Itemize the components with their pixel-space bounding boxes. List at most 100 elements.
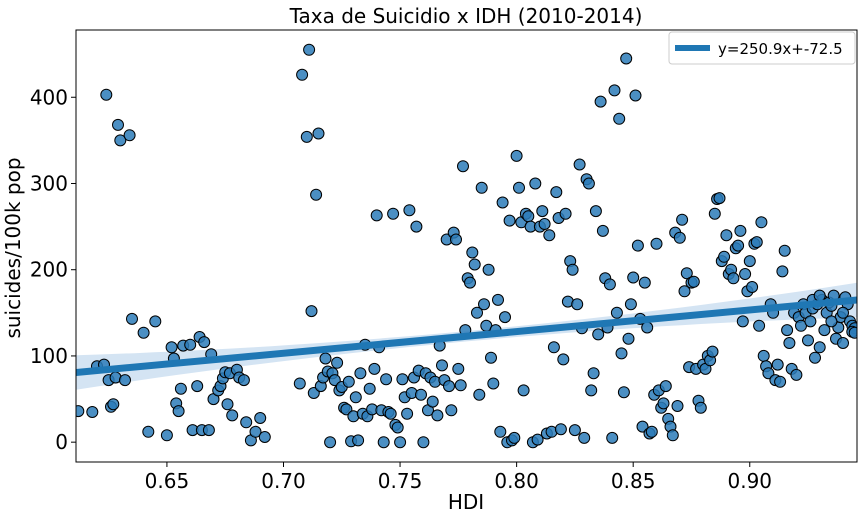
data-point xyxy=(478,298,490,311)
y-tick-label: 400 xyxy=(30,85,68,109)
data-point xyxy=(464,276,476,289)
data-point xyxy=(494,425,507,438)
data-point xyxy=(496,196,509,209)
data-point xyxy=(387,207,400,220)
x-tick-label: 0.75 xyxy=(378,469,423,493)
chart-title: Taxa de Suicidio x IDH (2010-2014) xyxy=(289,4,643,28)
data-point xyxy=(517,384,530,397)
data-point xyxy=(457,160,469,173)
data-point xyxy=(557,353,570,366)
data-point xyxy=(671,400,684,412)
data-point xyxy=(676,213,689,226)
x-tick-label: 0.85 xyxy=(611,469,656,493)
data-point xyxy=(615,347,628,360)
data-point xyxy=(536,205,549,218)
data-point xyxy=(617,386,630,399)
data-point xyxy=(755,216,768,229)
data-point xyxy=(114,134,127,147)
data-point xyxy=(753,319,766,332)
data-point xyxy=(417,436,430,449)
data-point xyxy=(450,233,462,246)
data-point xyxy=(622,332,635,345)
data-point xyxy=(587,367,600,380)
data-point xyxy=(666,429,679,442)
data-point xyxy=(543,229,556,242)
data-point xyxy=(368,362,381,375)
data-point xyxy=(86,406,99,418)
data-point xyxy=(732,239,745,252)
legend-box xyxy=(668,31,856,65)
data-point xyxy=(384,407,397,420)
data-point xyxy=(573,158,586,171)
data-point xyxy=(149,315,162,328)
data-point xyxy=(377,436,390,449)
data-point xyxy=(123,129,136,142)
data-point xyxy=(310,188,323,201)
data-point xyxy=(319,352,332,365)
data-point xyxy=(610,306,623,319)
data-point xyxy=(659,380,672,393)
y-axis-label: suicides/100k pop xyxy=(1,157,25,338)
data-point xyxy=(718,250,731,263)
data-point xyxy=(184,338,197,351)
x-tick-label: 0.65 xyxy=(145,469,190,493)
data-point xyxy=(837,337,849,349)
plot-frame xyxy=(75,29,858,463)
data-point xyxy=(487,377,500,390)
data-point xyxy=(436,359,448,372)
y-tick-label: 200 xyxy=(30,258,68,282)
data-point xyxy=(603,278,616,291)
data-point xyxy=(739,268,752,280)
data-point xyxy=(363,382,376,395)
data-point xyxy=(426,395,439,408)
data-point xyxy=(119,374,131,387)
data-point xyxy=(394,436,407,449)
data-point xyxy=(296,68,309,81)
data-point xyxy=(401,407,414,420)
data-point xyxy=(538,218,551,230)
data-point xyxy=(445,404,458,417)
data-point xyxy=(620,52,633,65)
data-point xyxy=(547,341,560,354)
data-point xyxy=(804,315,817,328)
data-point xyxy=(589,205,602,218)
data-point xyxy=(750,236,763,249)
data-point xyxy=(482,263,495,276)
data-point xyxy=(240,416,253,429)
data-point xyxy=(624,298,637,311)
data-point xyxy=(790,368,803,381)
data-point xyxy=(608,84,621,97)
data-point xyxy=(165,341,178,354)
data-point xyxy=(466,246,479,259)
x-tick-label: 0.90 xyxy=(727,469,772,493)
data-point xyxy=(585,384,598,397)
data-point xyxy=(529,177,542,190)
data-point xyxy=(708,207,721,220)
data-point xyxy=(312,127,325,140)
data-point xyxy=(112,118,124,131)
data-point xyxy=(137,326,150,339)
data-point xyxy=(510,149,523,162)
data-point xyxy=(771,358,784,371)
data-point xyxy=(349,391,362,404)
data-point xyxy=(492,293,504,306)
data-point xyxy=(825,315,838,328)
data-point xyxy=(627,271,640,284)
data-point xyxy=(485,351,497,364)
data-point xyxy=(198,336,211,349)
data-point xyxy=(837,306,849,319)
data-point xyxy=(818,324,831,337)
data-point xyxy=(596,224,609,237)
data-point xyxy=(293,377,306,390)
data-point xyxy=(813,341,826,354)
data-point xyxy=(566,263,579,276)
data-point xyxy=(76,405,85,418)
data-point xyxy=(550,186,563,199)
data-point xyxy=(221,398,234,411)
data-point xyxy=(503,214,516,227)
data-point xyxy=(160,429,173,442)
data-point xyxy=(774,375,787,388)
data-point xyxy=(475,181,488,194)
